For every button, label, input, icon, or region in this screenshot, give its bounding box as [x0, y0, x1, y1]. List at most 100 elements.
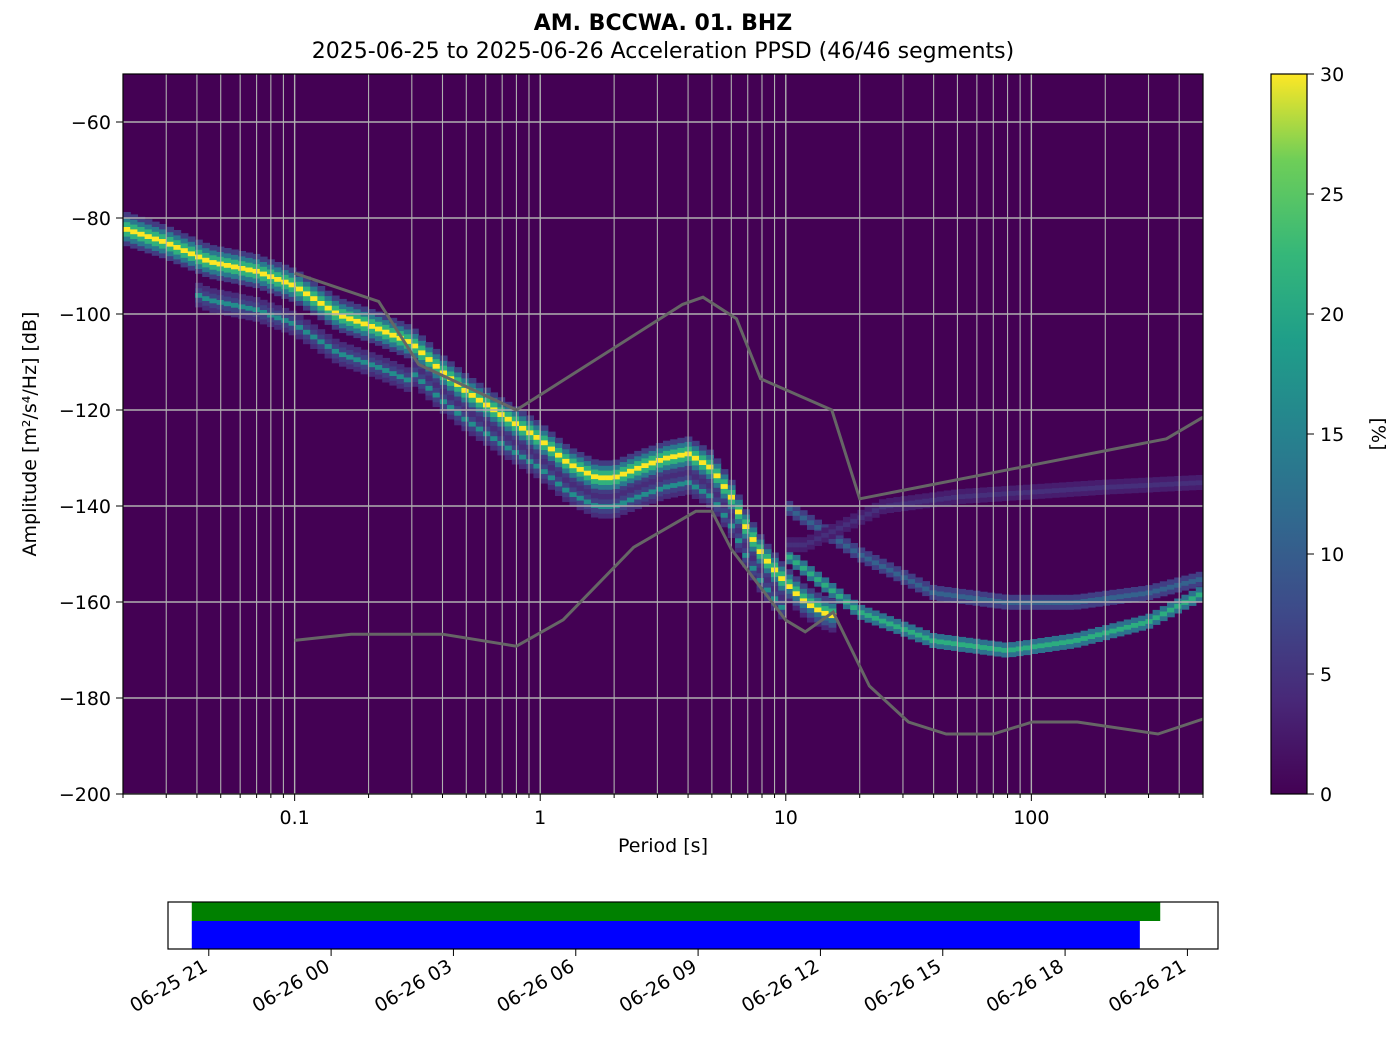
density-cell [382, 377, 390, 383]
density-cell [1051, 594, 1060, 601]
density-cell [879, 499, 887, 505]
density-cell [1123, 592, 1132, 599]
density-cell [375, 354, 383, 361]
density-cell [281, 269, 290, 275]
density-cell [691, 440, 700, 447]
density-cell [439, 403, 448, 409]
density-cell [173, 244, 182, 250]
density-cell [900, 569, 909, 576]
density-cell [375, 330, 383, 337]
density-cell [1152, 583, 1161, 589]
density-cell [1174, 582, 1182, 588]
density-cell [288, 291, 297, 297]
density-cell [778, 575, 786, 581]
density-cell [195, 302, 203, 308]
density-cell [439, 369, 448, 376]
density-cell [396, 378, 405, 384]
density-cell [375, 364, 383, 370]
density-cell [195, 239, 203, 245]
density-cell [151, 221, 160, 227]
density-cell [1131, 596, 1139, 602]
density-cell [576, 456, 585, 463]
density-cell [605, 474, 614, 481]
density-cell [231, 268, 239, 275]
density-cell [886, 498, 894, 504]
density-cell [915, 582, 923, 588]
density-cell [425, 342, 434, 348]
density-cell [137, 240, 146, 247]
density-cell [187, 246, 196, 252]
density-cell [1037, 647, 1046, 653]
density-cell [828, 528, 837, 535]
density-cell [670, 468, 678, 474]
density-cell [1174, 598, 1182, 604]
density-cell [483, 426, 491, 432]
density-cell [1195, 591, 1203, 598]
density-cell [555, 481, 563, 487]
density-cell [1145, 613, 1154, 620]
density-cell [735, 542, 743, 548]
density-cell [295, 324, 304, 330]
density-cell [331, 348, 340, 354]
timeline-tick-label: 06-26 21 [1105, 955, 1190, 1017]
density-cell [166, 231, 174, 237]
density-cell [828, 603, 837, 609]
density-cell [943, 490, 952, 496]
density-cell [346, 306, 354, 312]
density-cell [864, 506, 873, 512]
density-cell [987, 650, 995, 656]
density-cell [346, 320, 354, 326]
density-cell [346, 330, 354, 336]
density-cell [468, 421, 477, 427]
density-cell [619, 485, 628, 491]
density-cell [231, 307, 239, 313]
density-cell [627, 468, 635, 474]
used-in-psd-bar [191, 921, 1140, 949]
density-cell [1073, 491, 1082, 497]
density-cell [871, 559, 880, 566]
plot-frame [122, 73, 1204, 795]
timeline-tick-label: 06-26 15 [860, 955, 945, 1017]
density-cell [893, 618, 902, 625]
density-cell [749, 546, 758, 552]
density-cell [936, 586, 945, 592]
density-cell [871, 555, 880, 561]
density-cell [821, 595, 830, 602]
density-cell [540, 468, 549, 474]
density-cell [785, 588, 794, 594]
density-cell [1145, 589, 1154, 596]
density-cell [1001, 495, 1010, 502]
density-cell [1023, 594, 1031, 601]
density-cell [893, 501, 902, 508]
density-cell [1145, 618, 1154, 624]
density-cell [180, 257, 189, 263]
density-cell [1087, 638, 1096, 644]
density-cell [259, 261, 268, 267]
density-cell [850, 513, 858, 519]
density-cell [1051, 635, 1060, 642]
density-cell [936, 638, 945, 645]
density-cell [317, 343, 326, 349]
density-cell [418, 369, 426, 375]
density-cell [339, 351, 347, 358]
density-cell [907, 629, 916, 635]
density-cell [763, 577, 772, 583]
density-cell [828, 533, 837, 539]
density-cell [475, 416, 484, 422]
density-cell [360, 335, 369, 341]
density-cell [562, 448, 570, 455]
density-cell [274, 314, 282, 321]
density-cell [1181, 580, 1190, 586]
density-cell [915, 632, 923, 638]
density-cell [792, 590, 801, 597]
density-cell [1044, 483, 1053, 489]
density-cell [497, 411, 506, 417]
plot-area [123, 74, 1203, 794]
density-cell [907, 578, 916, 584]
density-cell [1080, 635, 1089, 641]
density-cell [288, 286, 297, 293]
density-cell [742, 509, 750, 515]
density-cell [641, 448, 650, 454]
density-cell [713, 482, 722, 488]
colorbar-tick-label: 15 [1320, 424, 1344, 446]
